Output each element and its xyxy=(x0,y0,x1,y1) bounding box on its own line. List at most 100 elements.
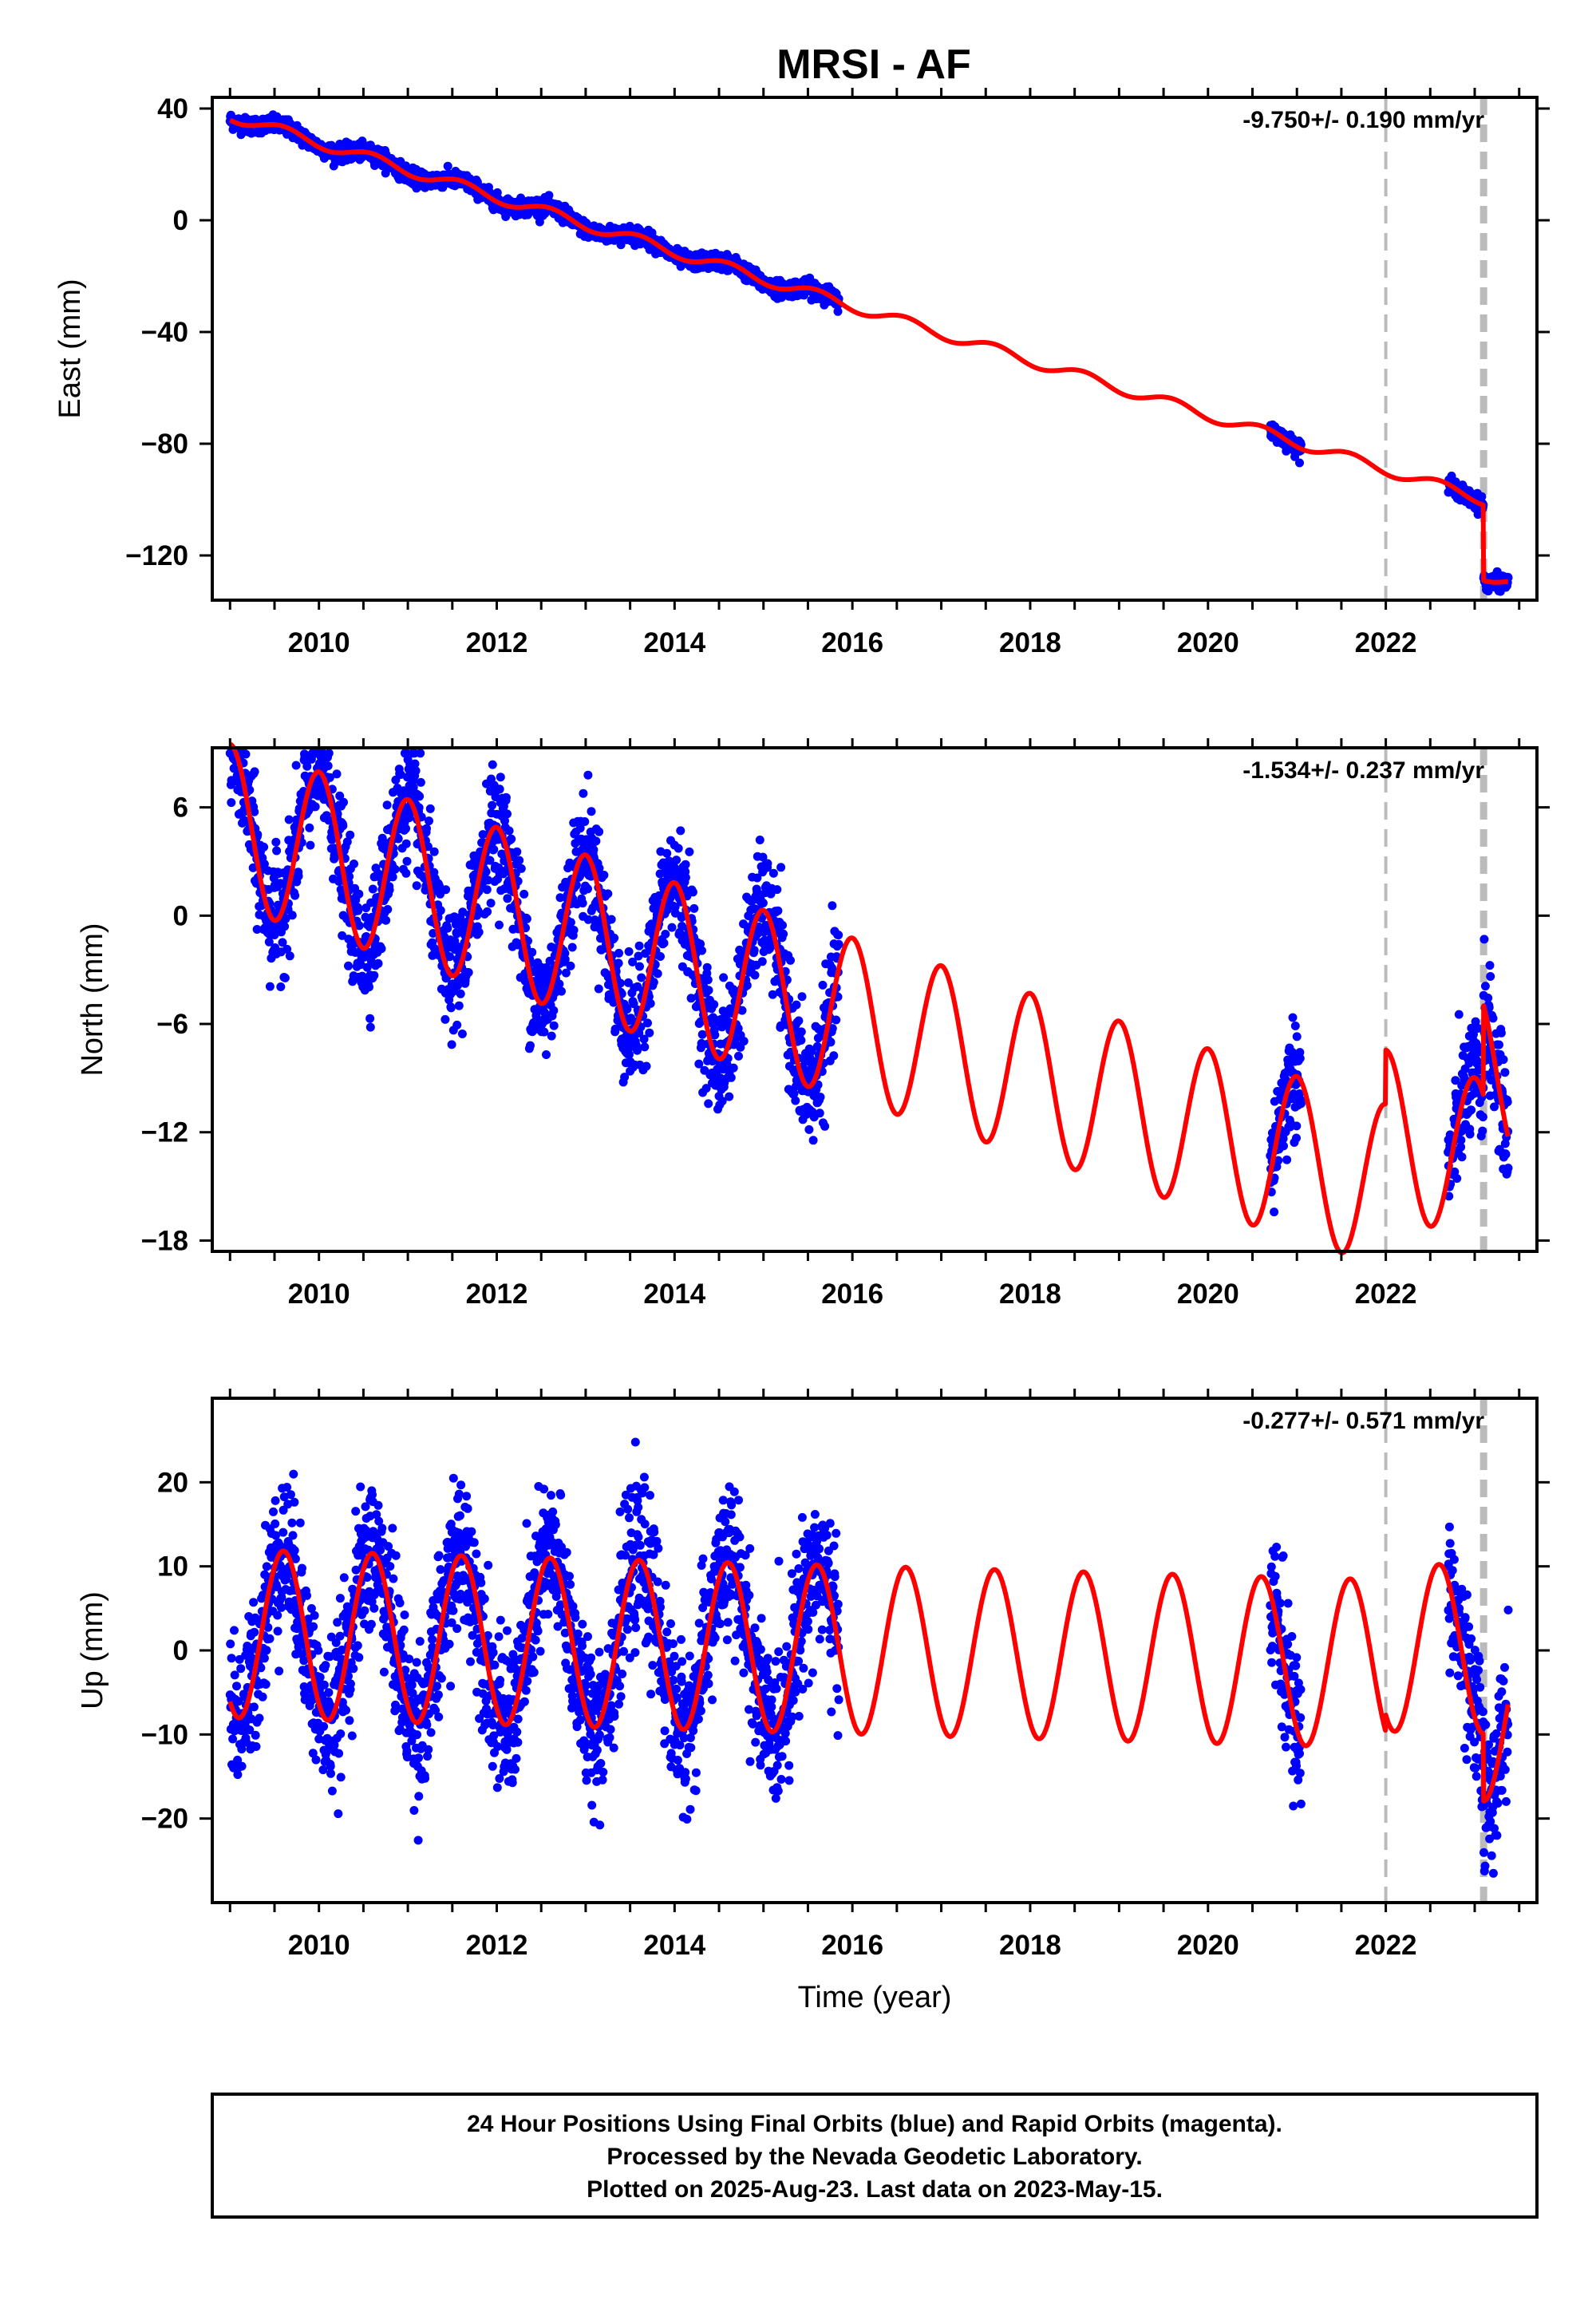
data-point xyxy=(672,856,681,865)
data-point xyxy=(443,923,452,933)
data-point xyxy=(241,749,251,759)
data-point xyxy=(233,1770,243,1780)
data-point xyxy=(503,809,512,819)
data-point xyxy=(412,881,421,891)
data-point xyxy=(557,986,566,996)
data-point xyxy=(750,970,760,980)
final-orbit-points xyxy=(225,110,1513,596)
data-point xyxy=(354,906,363,915)
data-point xyxy=(230,1670,239,1680)
data-point xyxy=(1296,1099,1306,1109)
x-tick-label: 2010 xyxy=(288,1279,350,1310)
data-point xyxy=(401,839,411,848)
data-point xyxy=(662,848,672,858)
data-point xyxy=(676,826,685,836)
data-point xyxy=(285,951,294,961)
data-point xyxy=(230,1626,239,1635)
data-point xyxy=(1295,1053,1305,1063)
data-point xyxy=(338,821,348,831)
data-point xyxy=(645,1028,654,1037)
data-point xyxy=(512,847,522,856)
data-point xyxy=(1499,1055,1508,1065)
data-point xyxy=(637,973,646,982)
data-point xyxy=(653,969,662,978)
data-point xyxy=(583,770,593,780)
data-point xyxy=(339,797,348,807)
data-point xyxy=(425,816,433,826)
x-tick-label: 2016 xyxy=(821,1279,883,1310)
y-axis-label: East (mm) xyxy=(53,279,87,418)
data-point xyxy=(382,800,392,810)
data-point xyxy=(1478,1113,1487,1122)
data-point xyxy=(1478,1126,1487,1136)
data-point xyxy=(441,885,451,895)
data-point xyxy=(369,970,379,980)
data-point xyxy=(227,798,236,808)
data-point xyxy=(401,868,411,878)
y-tick-label: 40 xyxy=(157,93,188,124)
data-point xyxy=(796,1036,806,1045)
data-point xyxy=(388,872,397,882)
data-point xyxy=(1292,1133,1301,1143)
data-point xyxy=(591,836,601,846)
data-point xyxy=(323,761,333,771)
data-point xyxy=(566,918,575,927)
data-point xyxy=(797,992,807,1002)
data-point xyxy=(567,943,577,952)
data-point xyxy=(828,901,837,911)
y-tick-label: −80 xyxy=(141,429,188,460)
data-point xyxy=(757,957,767,966)
data-point xyxy=(773,906,783,915)
y-tick-label: −120 xyxy=(125,540,188,571)
data-point xyxy=(834,931,843,940)
data-point xyxy=(354,889,364,899)
data-point xyxy=(456,989,465,998)
data-point xyxy=(346,830,355,840)
data-point xyxy=(635,962,644,971)
y-tick-label: −40 xyxy=(141,317,188,348)
data-point xyxy=(640,1042,650,1052)
data-point xyxy=(1457,1152,1467,1162)
data-point xyxy=(429,847,439,856)
data-point xyxy=(646,998,655,1008)
data-point xyxy=(808,1136,818,1145)
data-point xyxy=(603,889,613,899)
data-point xyxy=(358,136,367,146)
data-point xyxy=(1282,1155,1292,1164)
data-point xyxy=(385,885,394,895)
data-point xyxy=(606,915,616,924)
data-point xyxy=(236,1664,246,1674)
x-tick-label: 2014 xyxy=(643,627,705,658)
data-point xyxy=(1495,1040,1503,1049)
data-point xyxy=(1290,1022,1300,1030)
data-point xyxy=(501,792,511,802)
y-tick-label: −12 xyxy=(141,1117,188,1148)
data-point xyxy=(820,1121,830,1131)
final-orbit-points xyxy=(225,1437,1513,1878)
data-point xyxy=(507,834,516,844)
data-point xyxy=(791,1096,800,1105)
data-point xyxy=(594,984,603,994)
data-point xyxy=(544,191,554,200)
data-point xyxy=(742,981,752,990)
data-point xyxy=(779,929,788,939)
data-point xyxy=(1480,982,1490,991)
data-point xyxy=(595,827,604,836)
data-point xyxy=(1479,935,1489,944)
data-point xyxy=(411,766,421,776)
data-point xyxy=(324,749,334,758)
data-point xyxy=(792,1000,801,1010)
y-tick-label: 0 xyxy=(173,900,188,931)
data-point xyxy=(425,804,435,813)
data-point xyxy=(272,846,282,856)
data-point xyxy=(280,973,290,982)
data-point xyxy=(249,1598,259,1607)
data-point xyxy=(796,1027,806,1037)
data-point xyxy=(1295,458,1304,468)
data-point xyxy=(610,933,619,943)
data-point xyxy=(377,944,386,954)
data-point xyxy=(373,958,383,968)
x-tick-label: 2010 xyxy=(288,627,350,658)
